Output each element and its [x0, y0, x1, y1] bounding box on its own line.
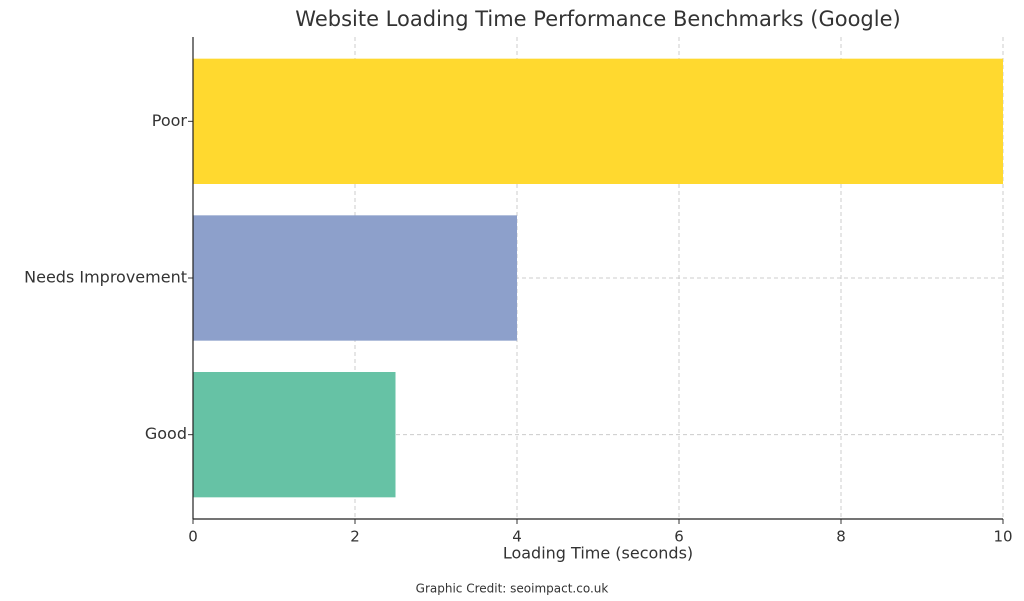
- x-tick-label: 6: [674, 528, 684, 546]
- bar: [193, 215, 517, 341]
- y-tick-label: Poor: [152, 111, 188, 130]
- x-axis-label: Loading Time (seconds): [503, 544, 693, 563]
- y-tick-label: Good: [145, 424, 187, 443]
- x-tick-label: 0: [188, 528, 198, 546]
- x-tick-label: 4: [512, 528, 522, 546]
- chart-title: Website Loading Time Performance Benchma…: [295, 7, 900, 31]
- x-tick-label: 8: [836, 528, 846, 546]
- bar: [193, 58, 1003, 184]
- bar: [193, 372, 396, 498]
- y-tick-label: Needs Improvement: [24, 268, 187, 287]
- x-tick-label: 10: [993, 528, 1012, 546]
- credit: Graphic Credit: seoimpact.co.uk: [416, 582, 609, 596]
- x-tick-label: 2: [350, 528, 360, 546]
